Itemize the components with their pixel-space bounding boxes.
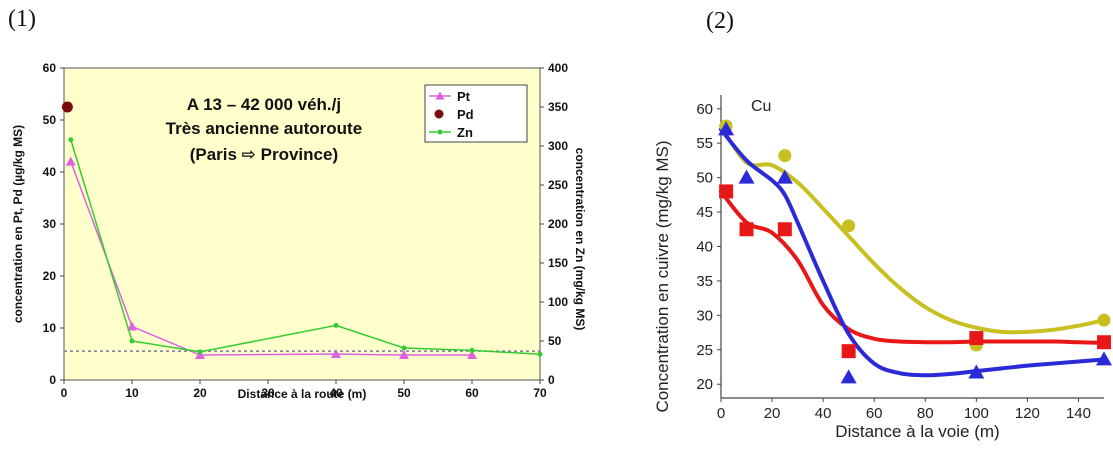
chart-1-y-tick-label: 10 [43, 321, 57, 335]
chart-2-y-tick-label: 40 [696, 239, 713, 256]
chart-1-point-Pt [65, 156, 76, 166]
chart-1-legend-label-Zn: Zn [457, 125, 473, 140]
chart-1-point-Pt [467, 350, 477, 360]
chart-2-series [718, 119, 1112, 384]
chart-1-x-tick-label: 0 [61, 386, 68, 400]
chart-2-y-tick-label: 25 [696, 342, 713, 359]
chart-2-axes [720, 95, 1104, 399]
chart-1-point-Zn [333, 322, 339, 328]
chart-2-x-axis-label: Distance à la voie (m) [835, 422, 999, 441]
chart-1-y2-tick-label: 400 [548, 61, 568, 75]
chart-1-y-tick-label: 40 [43, 165, 57, 179]
chart-2-point-series-3 [968, 364, 985, 379]
chart-1-y2-tick-label: 300 [548, 139, 568, 153]
chart-1-point-Zn [469, 347, 475, 353]
chart-1-legend-label-Pd: Pd [457, 107, 474, 122]
chart-2-curve-3 [719, 127, 1106, 378]
chart-2-y-axis-label: Concentration en cuivre (mg/kg MS) [653, 140, 672, 412]
chart-2-point-series-3 [776, 169, 793, 184]
chart-2-annotation: Cu [751, 98, 771, 115]
chart-1-legend-marker-Zn [437, 129, 443, 135]
chart-1-x-tick-label: 40 [329, 386, 343, 400]
chart-1-x-tick-label: 50 [397, 386, 411, 400]
chart-1-legend: Pt Pd Zn [424, 84, 528, 143]
chart-1-point-Zn [197, 349, 203, 355]
chart-1-x-tick-label: 60 [465, 386, 479, 400]
chart-1-x-tick-label: 30 [261, 386, 275, 400]
chart-1-y-tick-label: 0 [49, 373, 56, 387]
chart-1-y2-axis-label: concentration en Zn (mg/kg MS) [573, 148, 587, 331]
chart-1-point-Zn [129, 338, 135, 344]
panel-tag-1: (1) [8, 6, 36, 32]
chart-1-x-axis-label: Distance à la route (m) [238, 387, 367, 401]
chart-1-y-tick-label: 60 [43, 61, 57, 75]
chart-1-y2-tick-label: 0 [548, 373, 555, 387]
chart-1-point-Zn [537, 351, 543, 357]
chart-2-point-series-2 [969, 331, 984, 346]
chart-1-y-tick-label: 50 [43, 113, 57, 127]
chart-2-y-tick-label: 20 [696, 376, 713, 393]
chart-2-x-tick-label: 100 [964, 405, 989, 422]
chart-1-series [61, 101, 543, 360]
chart-2-x-tick-label: 0 [717, 405, 725, 422]
chart-1-legend-label-Pt: Pt [457, 89, 471, 104]
chart-2-y-tick-label: 55 [696, 135, 713, 152]
chart-1-point-Pt [195, 350, 205, 360]
chart-2-y-tick-label: 50 [696, 170, 713, 187]
chart-1-y2-tick-label: 100 [548, 295, 568, 309]
chart-2-x-tick-label: 80 [917, 405, 934, 422]
chart-1-point-Zn [68, 137, 74, 143]
chart-1-x-tick-label: 70 [533, 386, 547, 400]
chart-1-point-Pt [127, 321, 137, 331]
chart-1-y2-tick-label: 50 [548, 334, 562, 348]
chart-2-point-series-3 [738, 169, 755, 184]
chart-2-x-tick-label: 120 [1015, 405, 1040, 422]
chart-1-y-tick-label: 30 [43, 217, 57, 231]
chart-1-x-tick-label: 20 [193, 386, 207, 400]
chart-2-point-series-2 [1097, 335, 1111, 350]
chart-2-y-tick-label: 45 [696, 204, 713, 221]
chart-1-y2-tick-label: 350 [548, 100, 568, 114]
panel-tag-2: (2) [706, 8, 734, 34]
chart-2-curve-2 [719, 189, 1106, 345]
chart-2-x-tick-label: 140 [1066, 405, 1091, 422]
chart-1-point-Zn [401, 345, 407, 351]
chart-2-point-series-2 [739, 222, 754, 237]
chart-1-annotation-line-3: (Paris ⇨ Province) [190, 145, 338, 164]
chart-2-point-series-2 [841, 344, 856, 359]
chart-1-annotation-line-1: A 13 – 42 000 véh./j [187, 95, 341, 114]
chart-1-y-tick-label: 20 [43, 269, 57, 283]
chart-2-point-series-3 [1096, 351, 1112, 366]
chart-2-point-series-1 [1097, 313, 1111, 327]
chart-2-point-series-1 [842, 219, 856, 233]
chart-1-point-Pt [331, 349, 341, 358]
chart-1-legend-marker-Pt [435, 91, 445, 100]
chart-2-point-series-3 [840, 369, 857, 384]
chart-1-legend-marker-Pd [434, 109, 444, 119]
chart-2-y-tick-label: 30 [696, 307, 713, 324]
chart-1-point-Pd [61, 101, 73, 113]
chart-2-point-series-2 [777, 222, 792, 237]
chart-1-annotation-line-2: Très ancienne autoroute [166, 119, 363, 138]
chart-1-ticks: 0 10 20 30 40 50 60 700102030405060050100150200… [43, 61, 569, 400]
chart-1: 0 10 20 30 40 50 60 700102030405060050100150200… [11, 61, 587, 401]
chart-2-y-tick-label: 60 [696, 101, 713, 118]
chart-2-point-series-1 [778, 149, 792, 163]
chart-1-x-tick-label: 10 [125, 386, 139, 400]
chart-2-x-tick-label: 20 [764, 405, 781, 422]
chart-1-y-axis-label: concentration en Pt, Pd (µg/kg MS) [11, 125, 25, 323]
chart-2-x-tick-label: 60 [866, 405, 883, 422]
chart-1-point-Pt [399, 350, 409, 360]
chart-2-x-tick-label: 40 [815, 405, 832, 422]
chart-1-series-Pt-line [70, 161, 472, 356]
chart-2-point-series-2 [719, 184, 734, 199]
chart-2-point-series-3 [718, 121, 735, 136]
chart-2-y-tick-label: 35 [696, 273, 713, 290]
chart-1-y2-tick-label: 200 [548, 217, 568, 231]
chart-1-y2-tick-label: 150 [548, 256, 568, 270]
chart-1-y2-tick-label: 250 [548, 178, 568, 192]
